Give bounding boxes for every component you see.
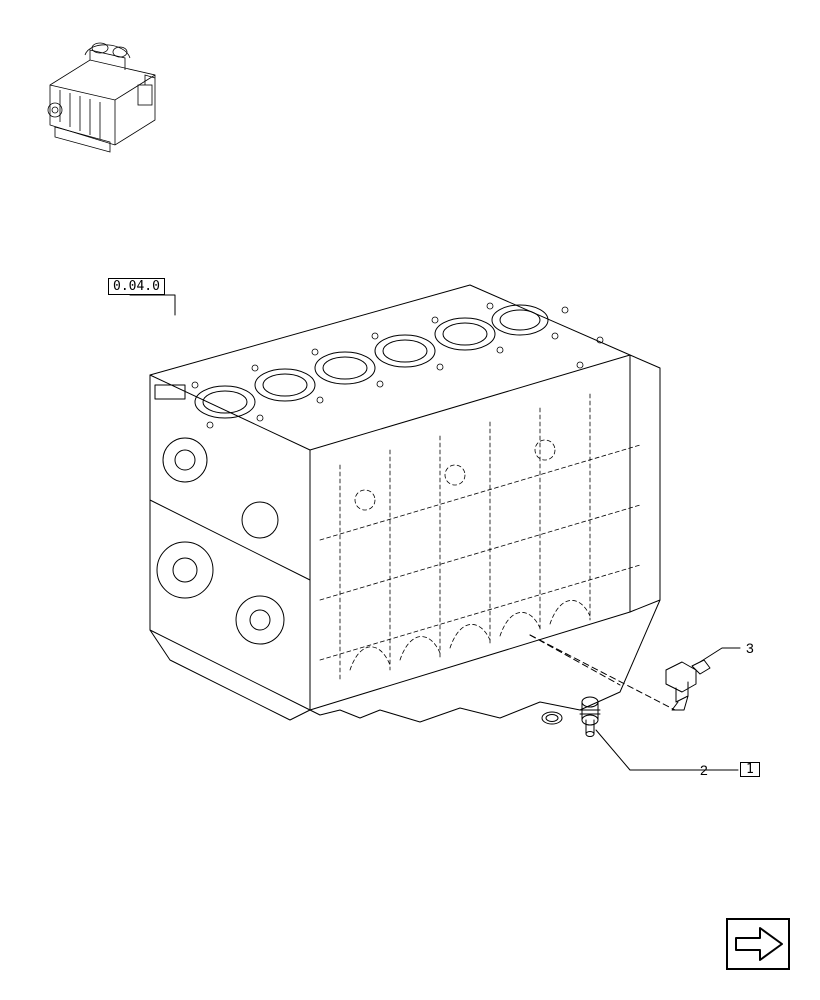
callout-3: 3	[746, 640, 754, 656]
next-page-icon[interactable]	[726, 918, 790, 970]
callout-1: 1	[740, 762, 760, 777]
engine-thumbnail-svg	[30, 30, 190, 160]
engine-thumbnail	[30, 30, 190, 160]
page: 0.04.0	[0, 0, 820, 1000]
part-sensor	[666, 660, 710, 710]
part-oring	[542, 712, 562, 724]
main-drawing	[60, 240, 760, 840]
callout-2: 2	[700, 762, 708, 778]
engine-block-svg	[60, 240, 760, 840]
